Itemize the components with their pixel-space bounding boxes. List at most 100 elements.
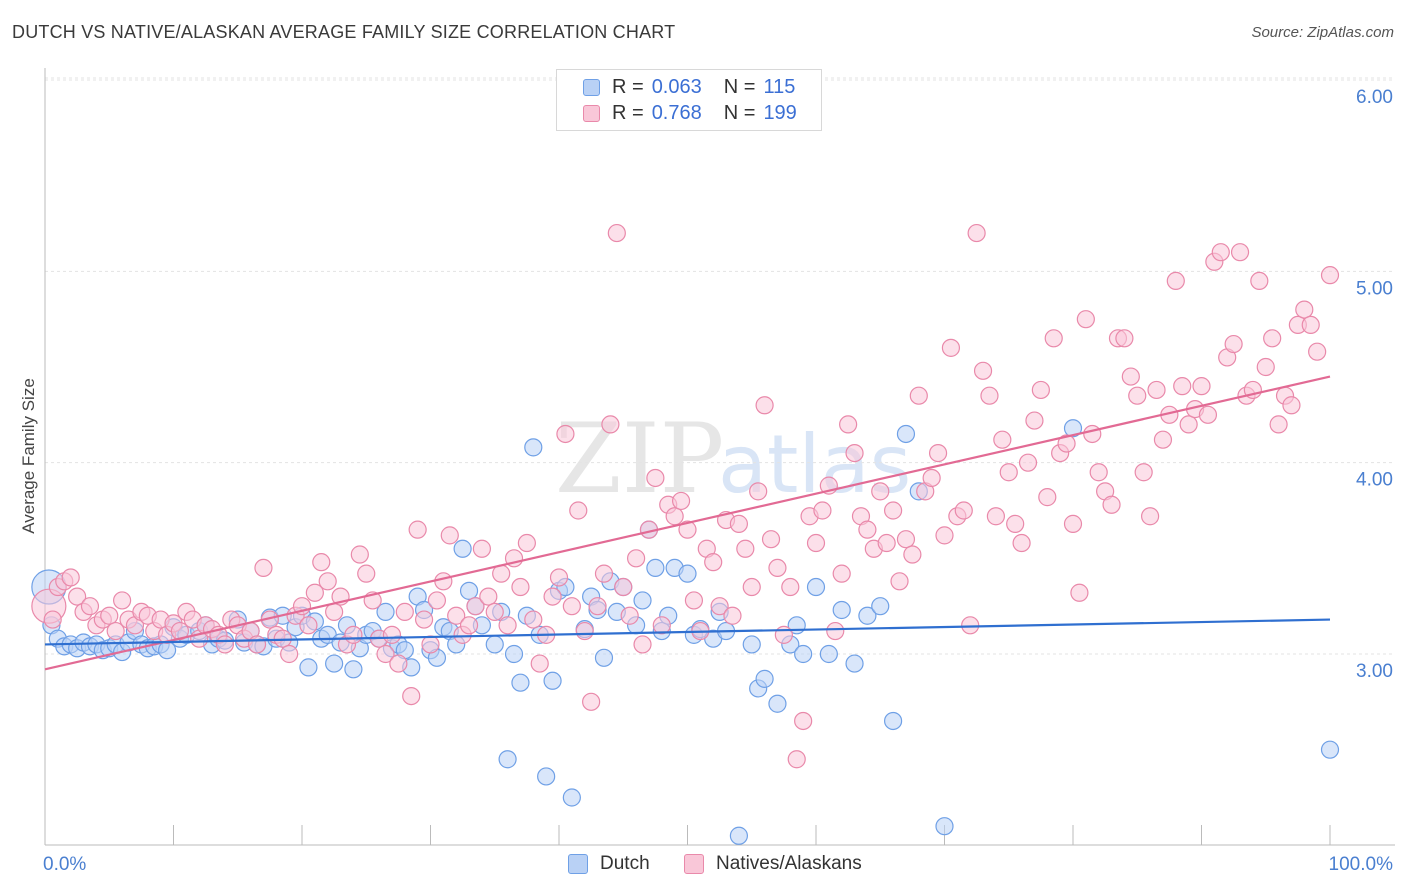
native-point <box>909 386 928 405</box>
native-point <box>993 430 1012 449</box>
native-point <box>1134 463 1153 482</box>
native-point <box>299 616 318 635</box>
native-point <box>376 644 395 664</box>
native-point <box>1089 463 1108 482</box>
native-point <box>1166 271 1185 290</box>
native-point <box>1057 434 1076 453</box>
native-point <box>43 610 62 629</box>
native-point <box>1295 300 1314 319</box>
native-point <box>871 482 890 501</box>
native-point <box>434 572 453 591</box>
n-value: 199 <box>763 101 797 124</box>
native-point <box>935 526 954 545</box>
legend-row-native: R = 0.768 N = 199 <box>583 100 797 126</box>
dutch-point <box>768 694 787 713</box>
native-point <box>1179 415 1198 434</box>
native-point <box>1076 310 1095 329</box>
native-point <box>588 597 607 616</box>
native-point <box>459 616 479 635</box>
native-point <box>382 625 402 644</box>
native-point <box>414 610 434 629</box>
dutch-point <box>845 654 864 673</box>
dutch-point <box>511 673 530 692</box>
dutch-point <box>504 644 524 664</box>
native-point <box>877 533 896 553</box>
dutch-point <box>678 564 697 583</box>
native-legend-swatch <box>684 854 704 874</box>
dutch-point <box>543 671 562 690</box>
native-point <box>1211 243 1230 262</box>
native-point <box>1140 507 1160 526</box>
native-point <box>665 507 684 526</box>
native-point <box>652 616 671 635</box>
y-axis-label: Average Family Size <box>19 378 38 534</box>
native-point <box>620 606 639 625</box>
dutch-legend-label: Dutch <box>600 853 650 874</box>
dutch-point <box>524 438 543 457</box>
native-point <box>781 577 800 597</box>
dutch-point <box>459 581 479 600</box>
native-point <box>562 597 581 616</box>
dutch-point <box>299 658 318 677</box>
native-point <box>524 610 543 629</box>
native-swatch <box>583 104 600 122</box>
native-point <box>1012 533 1031 553</box>
native-point <box>1301 315 1320 335</box>
dutch-point <box>729 826 749 845</box>
watermark-zip: ZIP <box>555 403 724 515</box>
native-point <box>1128 386 1147 405</box>
tick-labels: 3.00 4.00 5.00 6.00 0.0% 100.0% <box>43 87 1393 875</box>
native-point <box>1308 342 1327 361</box>
native-point <box>1102 495 1121 514</box>
native-point <box>1018 453 1038 472</box>
stats-legend: R = 0.063 N = 115 R = 0.768 N = 199 <box>556 69 822 131</box>
n-label: N = <box>723 101 756 124</box>
native-point <box>112 591 132 610</box>
native-point <box>344 625 363 644</box>
native-point <box>472 539 491 558</box>
native-point <box>684 591 704 610</box>
native-point <box>671 491 691 511</box>
native-point <box>1044 329 1063 348</box>
native-point <box>601 415 620 434</box>
native-point <box>723 606 742 625</box>
native-point <box>1038 488 1057 507</box>
source-note: Source: ZipAtlas.com <box>1251 24 1394 41</box>
native-point <box>1269 415 1288 434</box>
native-point <box>61 568 80 587</box>
n-value: 115 <box>763 75 796 98</box>
dutch-point <box>376 602 395 622</box>
native-point <box>1250 271 1269 290</box>
native-point <box>1192 377 1211 396</box>
native-point <box>479 587 498 606</box>
native-point <box>678 520 697 539</box>
dutch-point <box>1063 419 1083 438</box>
native-point <box>582 692 601 711</box>
native-point <box>325 602 344 622</box>
dutch-point <box>819 644 838 664</box>
native-point <box>973 361 993 380</box>
native-point <box>594 564 614 583</box>
native-point <box>1025 411 1044 430</box>
native-point <box>607 223 626 243</box>
dutch-point <box>871 597 890 616</box>
native-point <box>761 530 781 549</box>
dutch-point <box>633 591 652 610</box>
native-point <box>1063 514 1083 533</box>
native-point <box>839 415 858 434</box>
native-point <box>768 558 787 578</box>
native-point <box>312 553 331 572</box>
native-point <box>646 468 665 488</box>
native-point <box>1083 424 1102 444</box>
dutch-point <box>896 424 916 444</box>
bottom-legend-dutch: Dutch <box>568 852 650 876</box>
native-point <box>408 520 427 539</box>
native-point <box>742 577 761 597</box>
dutch-point <box>883 711 903 731</box>
native-point <box>755 396 774 415</box>
native-point <box>967 223 986 243</box>
native-point <box>787 750 806 769</box>
native-point <box>626 549 646 568</box>
